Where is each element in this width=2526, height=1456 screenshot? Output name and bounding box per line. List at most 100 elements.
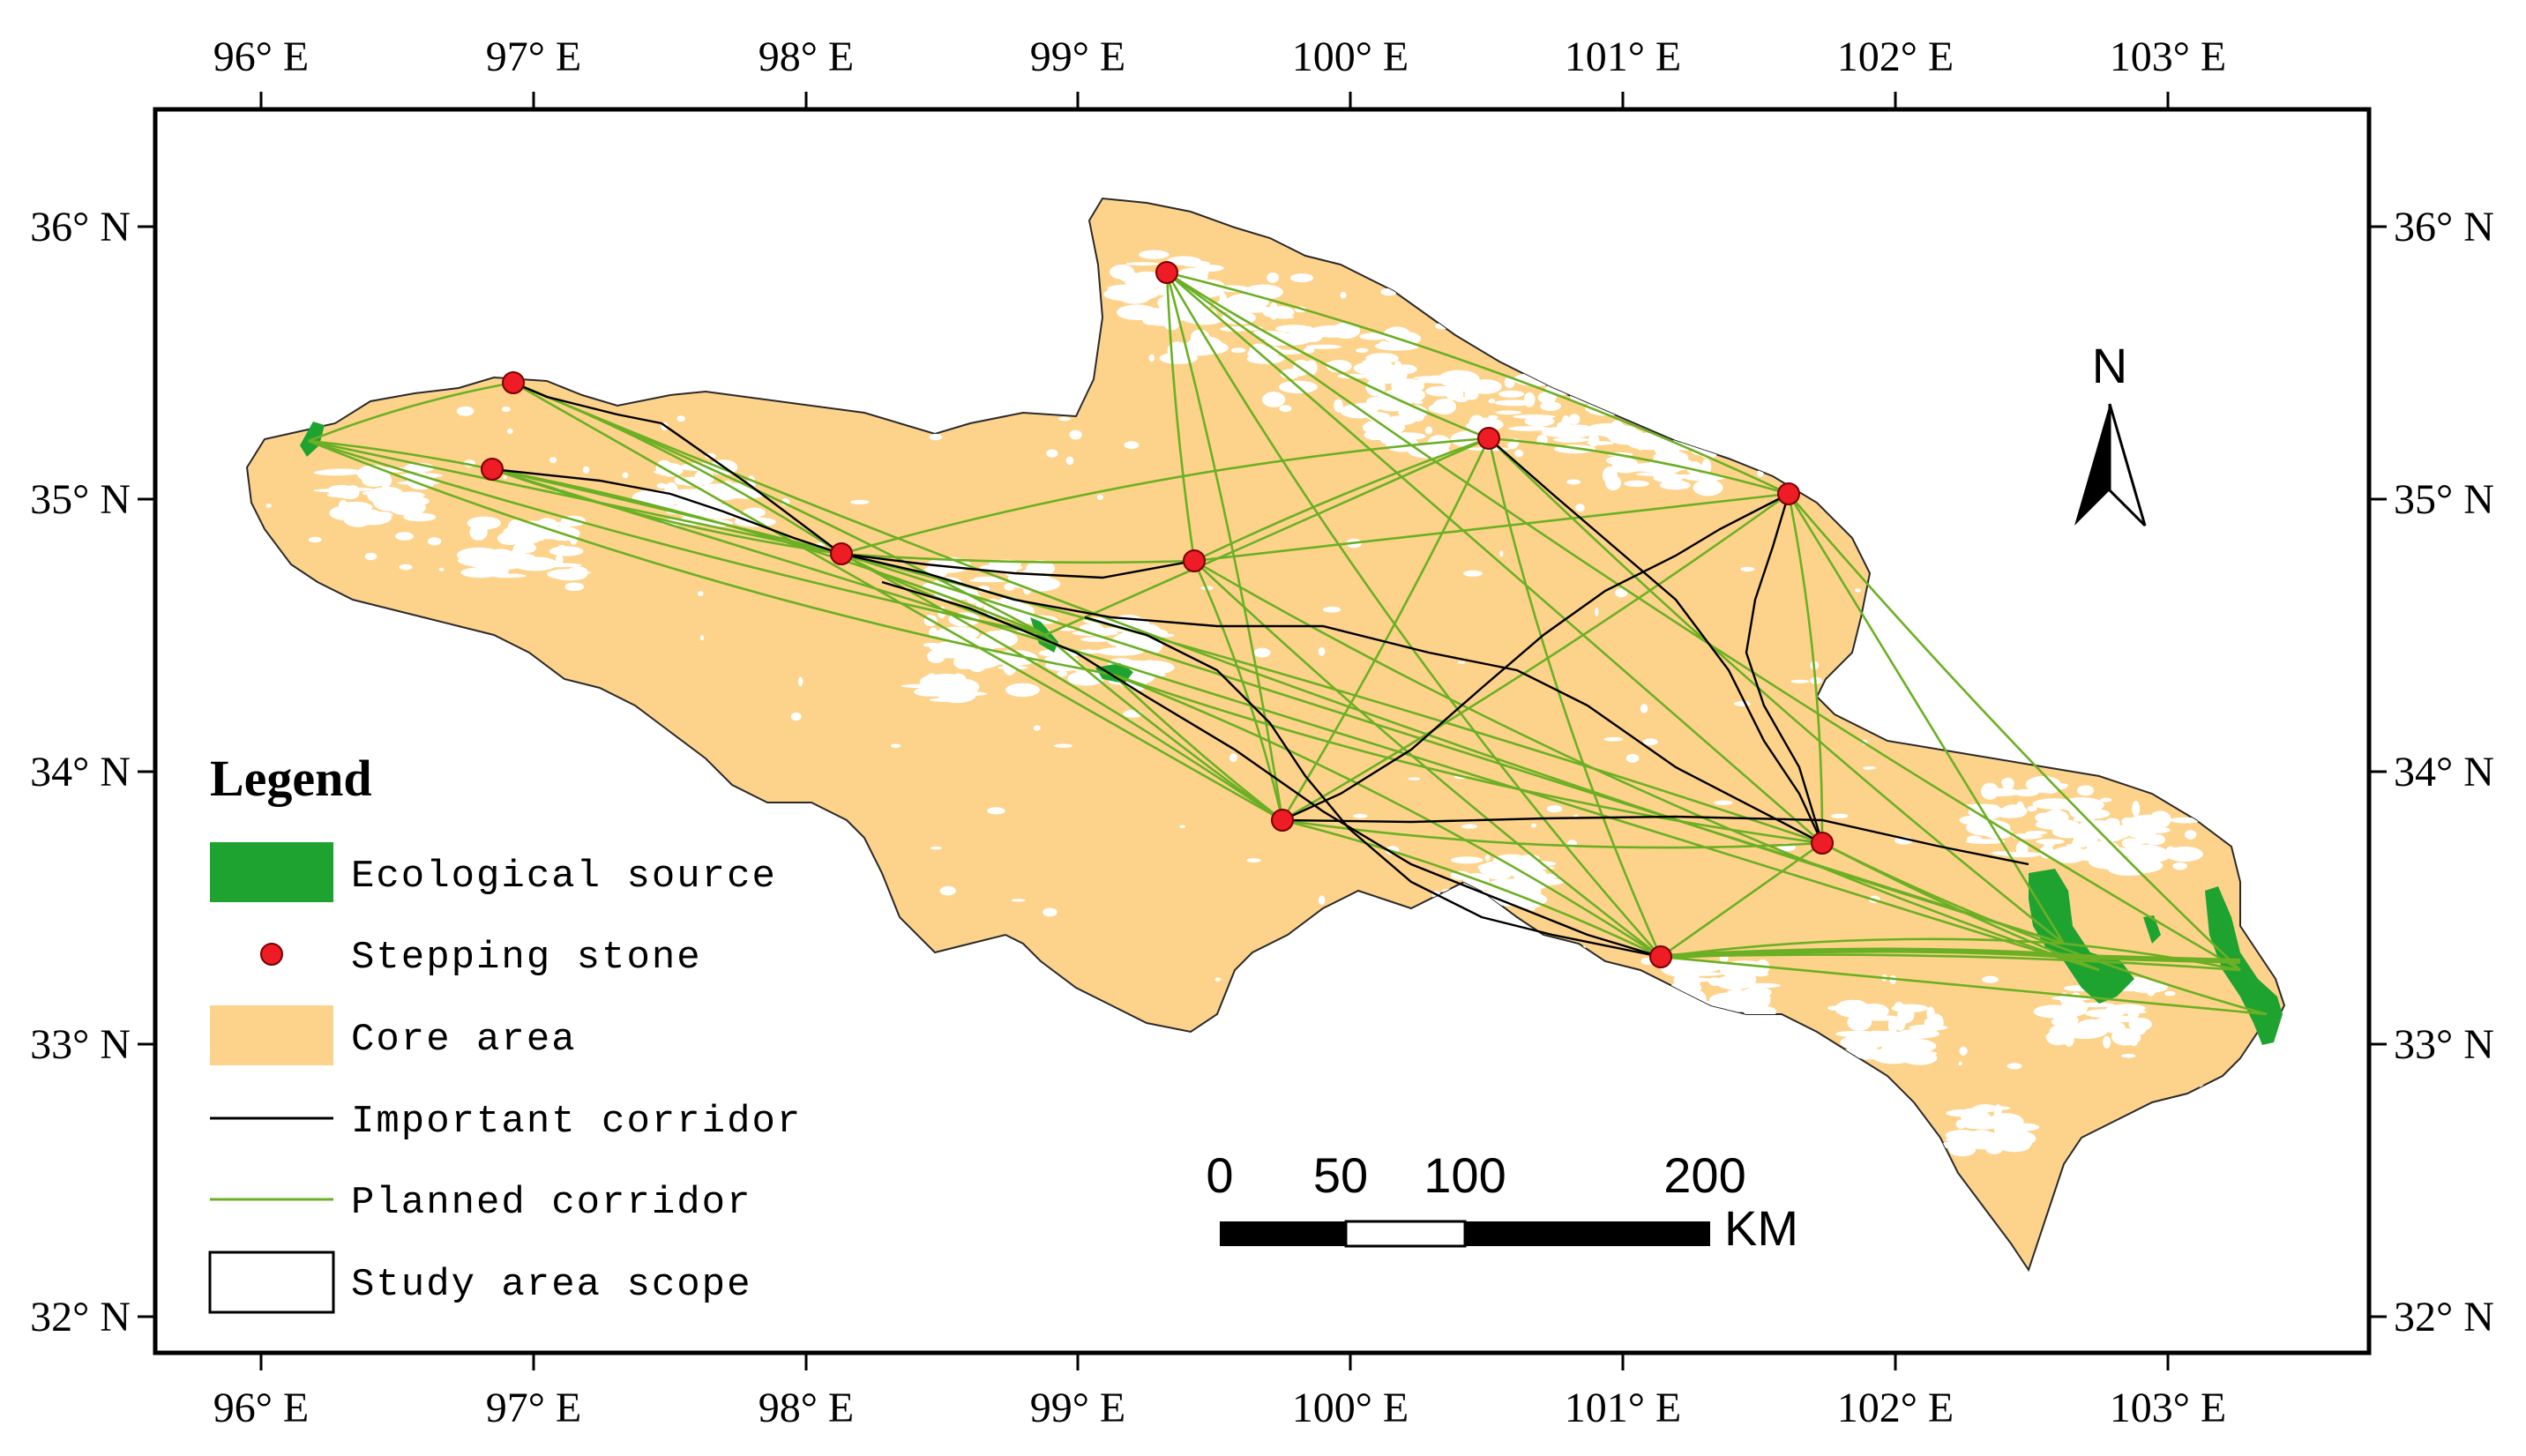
stepping-stone-marker <box>1183 549 1206 572</box>
non-core-patch <box>1139 660 1161 675</box>
non-core-patch <box>678 476 705 487</box>
x-tick-label-top: 101° E <box>1565 34 1682 80</box>
non-core-patch <box>2046 782 2068 788</box>
non-core-patch <box>1408 777 1421 780</box>
x-tick-label-top: 102° E <box>1837 34 1954 80</box>
planned-corridor <box>1487 437 1663 958</box>
planned-corridor <box>1166 272 1823 844</box>
planned-corridor <box>491 467 2100 972</box>
non-core-patch <box>1340 292 1347 299</box>
non-core-patch <box>2035 818 2080 831</box>
non-core-patch <box>1962 1131 1971 1148</box>
non-core-patch <box>1568 414 1581 425</box>
planned-corridor <box>1044 634 1283 822</box>
planned-corridor <box>1112 673 1823 845</box>
non-core-patch <box>2104 818 2120 828</box>
legend-label: Core area <box>351 1018 577 1062</box>
non-core-patch <box>1148 354 1155 362</box>
non-core-patch <box>2113 870 2127 875</box>
non-core-patch <box>1693 479 1723 497</box>
non-core-patch <box>1615 588 1628 598</box>
non-core-patch <box>1603 736 1624 742</box>
non-core-patch <box>1005 683 1040 698</box>
non-core-patch <box>1973 1112 1992 1125</box>
longitude-axis: 96° E 96° E 97° E 97° E 98° E 98° E 99° E 99° E… <box>213 34 2227 1431</box>
non-core-patch <box>491 573 527 579</box>
non-core-patch <box>1727 989 1746 996</box>
y-tick-label-right: 35° N <box>2394 476 2494 523</box>
non-core-patch <box>323 468 359 473</box>
planned-corridor <box>1193 559 2100 972</box>
non-core-patch <box>1438 370 1480 388</box>
non-core-patch <box>1229 753 1237 763</box>
stepping-stones <box>481 261 1834 968</box>
non-core-patch <box>1863 766 1876 770</box>
non-core-patch <box>1424 426 1433 435</box>
legend-label: Ecological source <box>351 855 777 899</box>
non-core-patch <box>1485 855 1491 862</box>
non-core-patch <box>1790 679 1810 683</box>
non-core-patch <box>699 509 742 519</box>
non-core-patch <box>427 537 442 546</box>
non-core-patch <box>503 475 507 480</box>
non-core-patch <box>2111 1010 2147 1014</box>
non-core-patch <box>2185 830 2197 840</box>
non-core-patch <box>1065 456 1074 466</box>
y-tick-label-left: 33° N <box>30 1021 131 1068</box>
legend-icon-core-area <box>210 1005 333 1065</box>
important-corridor <box>1282 492 1790 822</box>
non-core-patch <box>1083 649 1095 654</box>
non-core-patch <box>1653 451 1689 464</box>
non-core-patch <box>890 743 901 749</box>
legend-label: Planned corridor <box>351 1181 751 1225</box>
non-core-patch <box>2120 1054 2136 1058</box>
non-core-patch <box>395 532 414 541</box>
non-core-patch <box>2015 840 2029 857</box>
non-core-patch <box>1103 287 1148 302</box>
planned-corridor <box>1787 493 1824 844</box>
non-core-patch <box>2045 1032 2066 1041</box>
non-core-patch <box>582 466 590 474</box>
non-core-patch <box>1274 315 1295 319</box>
non-core-patch <box>953 654 973 669</box>
scale-label: 200 <box>1663 1147 1745 1203</box>
non-core-patch <box>1661 959 1706 977</box>
non-core-patch <box>987 807 1005 815</box>
planned-corridor <box>1488 437 1790 496</box>
x-tick-label-bottom: 99° E <box>1030 1385 1126 1431</box>
non-core-patch <box>964 650 993 661</box>
non-core-patch <box>1408 443 1450 459</box>
planned-corridor <box>841 552 1195 564</box>
non-core-patch <box>1057 670 1068 677</box>
non-core-patch <box>1262 346 1282 355</box>
planned-corridor <box>512 381 1283 822</box>
planned-corridor <box>1165 272 1196 562</box>
y-tick-label-right: 33° N <box>2394 1021 2494 1068</box>
non-core-patch <box>697 591 704 597</box>
planned-corridor <box>1281 437 1491 821</box>
y-tick-label-right: 34° N <box>2394 749 2494 795</box>
non-core-patch <box>564 582 585 592</box>
non-core-patch <box>1138 250 1170 259</box>
non-core-patch <box>1987 1113 2024 1131</box>
non-core-patch <box>555 554 564 565</box>
non-core-patch <box>549 546 584 556</box>
planned-corridor <box>1165 272 1662 958</box>
non-core-patch <box>1637 445 1644 451</box>
non-core-patch <box>1924 1017 1940 1028</box>
planned-corridor <box>1788 493 2241 971</box>
important-corridor <box>1282 815 2029 866</box>
non-core-patch <box>1918 1047 1927 1063</box>
non-core-patch <box>1469 379 1502 394</box>
planned-corridor <box>1112 673 1662 959</box>
non-core-patch <box>1253 647 1271 658</box>
non-core-patch <box>1537 392 1557 404</box>
non-core-patch <box>930 846 942 850</box>
non-core-patch <box>1318 646 1326 656</box>
non-core-patch <box>1495 410 1522 415</box>
non-core-patch <box>1999 1138 2033 1149</box>
latitude-axis: 36° N 36° N 35° N 35° N 34° N 34° N 33° N 33° N… <box>30 204 2494 1340</box>
non-core-patch <box>1708 1001 1737 1006</box>
non-core-patch <box>507 429 513 435</box>
